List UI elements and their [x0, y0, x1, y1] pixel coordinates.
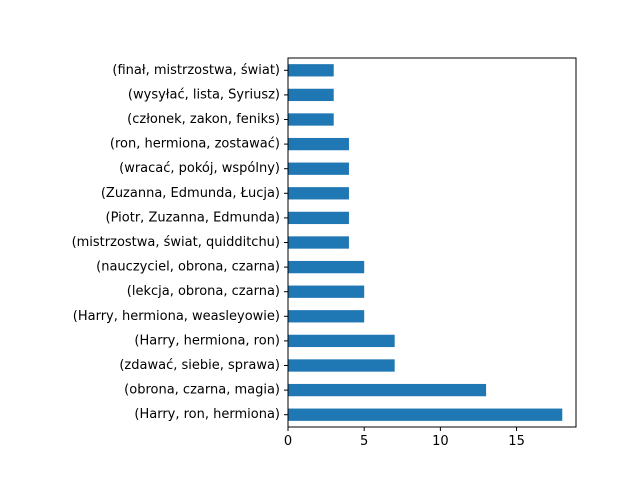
bars-group — [288, 64, 563, 421]
y-tick-label: (nauczyciel, obrona, czarna) — [96, 260, 280, 275]
y-tick-label: (ron, hermiona, zostawać) — [110, 137, 280, 152]
bar — [288, 285, 365, 298]
bar — [288, 64, 334, 77]
bar — [288, 408, 563, 421]
y-tick-label: (lekcja, obrona, czarna) — [127, 284, 280, 299]
bar — [288, 236, 349, 249]
y-tick-label: (Zuzanna, Edmunda, Łucja) — [101, 186, 280, 201]
y-tick-label: (zdawać, siebie, sprawa) — [119, 358, 280, 373]
y-tick-label: (członek, zakon, feniks) — [127, 112, 280, 127]
y-tick-label: (mistrzostwa, świat, quidditchu) — [72, 235, 280, 250]
y-tick-label: (Harry, ron, hermiona) — [134, 407, 280, 422]
x-tick-label: 5 — [360, 434, 368, 449]
y-tick-label: (Harry, hermiona, weasleyowie) — [73, 309, 280, 324]
bar — [288, 137, 349, 151]
bar — [288, 334, 395, 348]
bar — [288, 383, 487, 397]
y-tick-label: (obrona, czarna, magia) — [124, 383, 280, 398]
y-tick-label: (wracać, pokój, wspólny) — [119, 161, 280, 176]
bar — [288, 310, 365, 323]
bar — [288, 260, 365, 274]
bar — [288, 187, 349, 200]
plot-frame — [287, 57, 577, 428]
y-tick-label: (wysyłać, lista, Syriusz) — [128, 87, 280, 102]
bar — [288, 211, 349, 225]
x-tick-label: 0 — [284, 434, 292, 449]
bar — [288, 162, 349, 175]
bar — [288, 359, 395, 372]
y-tick-label: (finał, mistrzostwa, świat) — [112, 63, 280, 78]
y-tick-label: (Harry, hermiona, ron) — [134, 333, 280, 348]
x-tick-label: 15 — [508, 434, 525, 449]
x-axis-ticks: 0 5 10 15 — [284, 427, 525, 449]
y-axis-ticks: (finał, mistrzostwa, świat) (wysyłać, lis… — [72, 63, 288, 422]
y-tick-label: (Piotr, Zuzanna, Edmunda) — [106, 210, 280, 225]
x-tick-label: 10 — [432, 434, 449, 449]
bar — [288, 113, 334, 126]
bar — [288, 88, 334, 102]
